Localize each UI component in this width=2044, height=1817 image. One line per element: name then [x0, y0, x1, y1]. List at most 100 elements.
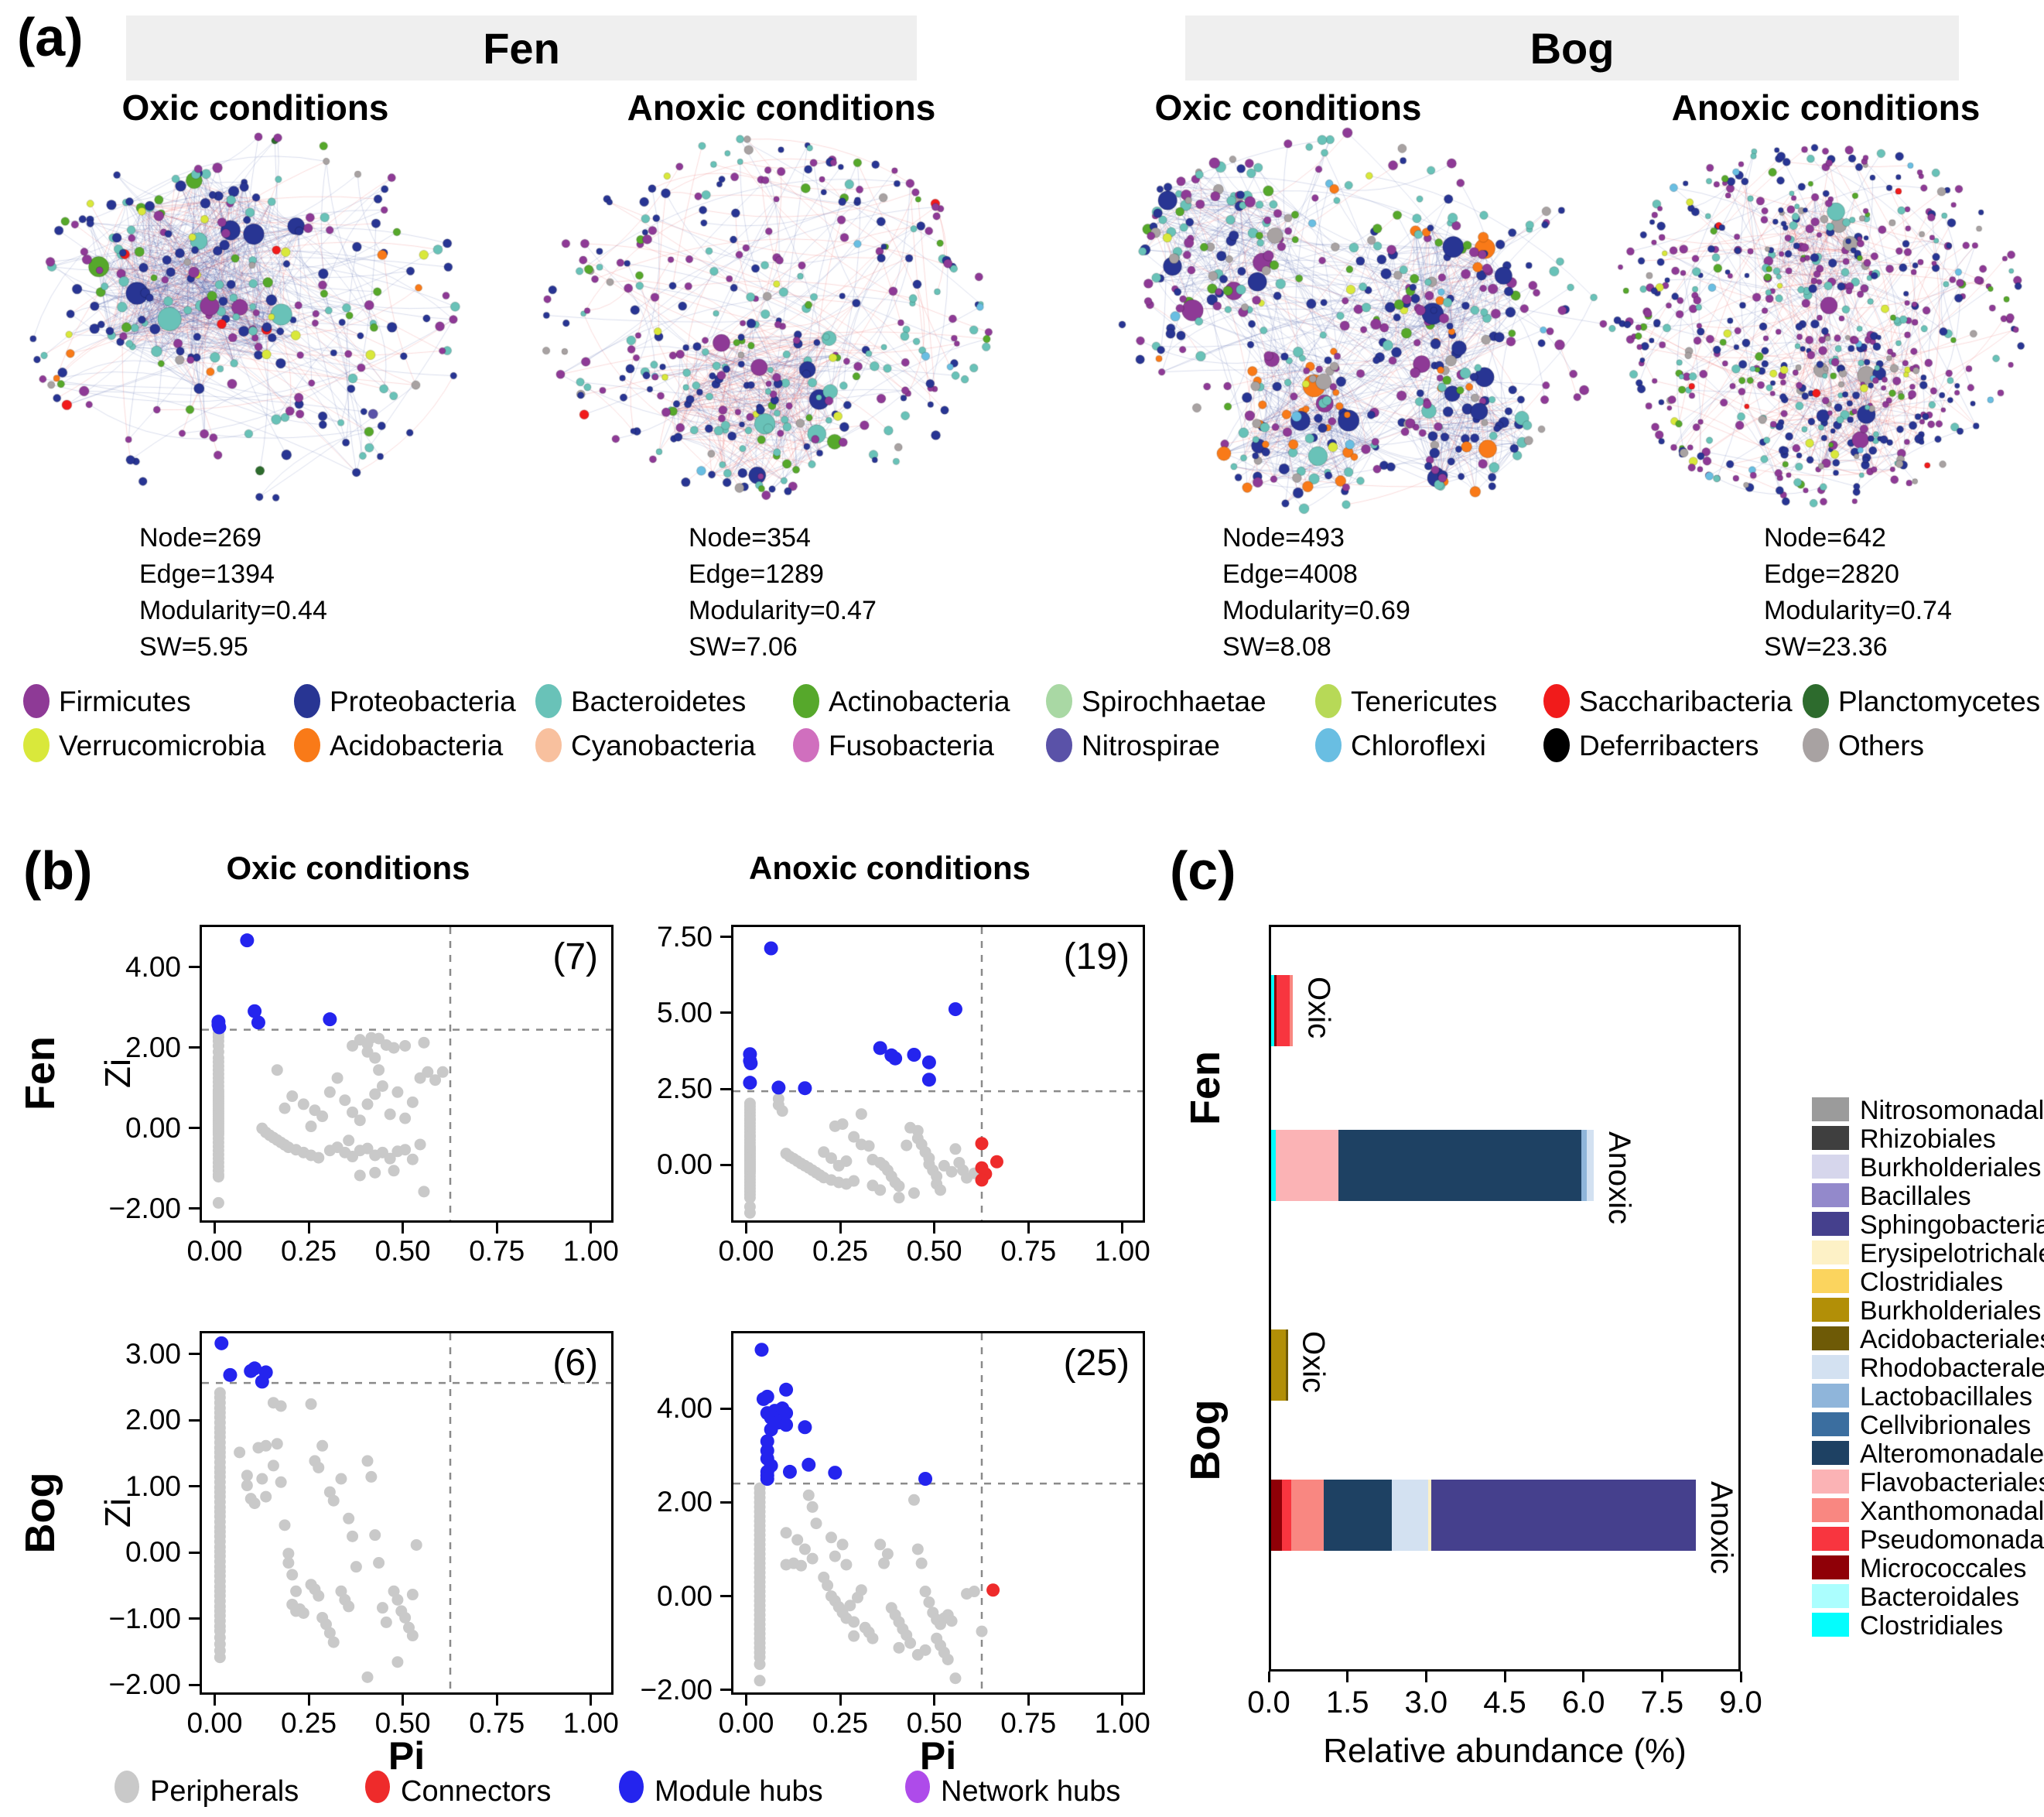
- bar-chart-frame: [1269, 925, 1741, 1672]
- connector-point: [986, 1583, 1000, 1597]
- x-tick-mark: [495, 1223, 498, 1234]
- scatter-svg: [733, 927, 1147, 1225]
- bar-segment-flavobacteriales: [1276, 1130, 1339, 1201]
- peripheral-point: [316, 1439, 329, 1452]
- legend-dot-connectors: [365, 1771, 390, 1803]
- x-tick-label: 0.75: [469, 1707, 525, 1739]
- peripheral-point: [279, 1102, 291, 1114]
- peripheral-point: [313, 1589, 325, 1602]
- x-tick-label: 1.00: [1094, 1235, 1150, 1267]
- network-stat-line: Node=354: [689, 523, 811, 553]
- bar-x-tick-mark: [1503, 1672, 1506, 1682]
- panel-a-label: (a): [17, 7, 84, 67]
- peripheral-point: [429, 1074, 442, 1086]
- x-tick-label: 0.50: [374, 1707, 431, 1739]
- module-hub-point: [255, 1374, 269, 1389]
- x-tick-mark: [933, 1223, 936, 1234]
- phylum-swatch-chloroflexi: [1315, 728, 1342, 762]
- x-tick-label: 0.50: [906, 1235, 962, 1267]
- x-tick-mark: [1027, 1695, 1030, 1706]
- bar-segment-xanthomonadales: [1290, 1480, 1324, 1551]
- y-tick-mark: [189, 966, 200, 969]
- module-hub-point: [754, 1343, 769, 1357]
- peripheral-point: [343, 1134, 355, 1147]
- peripheral-point: [422, 1066, 434, 1078]
- peripheral-point: [279, 1519, 291, 1531]
- peripheral-point: [331, 1072, 344, 1084]
- bar-condition-label-fen-oxic: Oxic: [1301, 977, 1336, 1039]
- bar-x-tick-mark: [1739, 1672, 1742, 1682]
- order-label-lactobacillales: Lactobacillales: [1860, 1382, 2033, 1412]
- network-canvas-fen-oxic: [12, 122, 485, 515]
- order-label-rhizobiales: Rhizobiales: [1860, 1124, 1996, 1154]
- order-label-clostridiales: Clostridiales: [1860, 1268, 2004, 1297]
- x-tick-label: 0.25: [281, 1707, 337, 1739]
- x-tick-mark: [590, 1223, 593, 1234]
- legend-label-module_hubs: Module hubs: [655, 1775, 823, 1808]
- phylum-swatch-tenericutes: [1315, 684, 1342, 718]
- peripheral-point: [376, 1602, 388, 1614]
- x-tick-label: 0.25: [812, 1707, 869, 1739]
- hub-count-label: (19): [1063, 936, 1130, 977]
- peripheral-point: [780, 1527, 792, 1539]
- order-label-xanthomonadales: Xanthomonadales: [1860, 1497, 2044, 1526]
- peripheral-point: [893, 1641, 905, 1654]
- y-tick-mark: [189, 1485, 200, 1488]
- network-stat-line: Node=269: [139, 523, 261, 553]
- peripheral-point: [881, 1548, 894, 1560]
- phylum-swatch-saccharibacteria: [1543, 684, 1570, 718]
- peripheral-point: [267, 1459, 279, 1472]
- peripheral-point: [327, 1636, 340, 1648]
- peripheral-point: [399, 1112, 412, 1124]
- bar-segment-clostridiales_2: [1271, 975, 1275, 1046]
- peripheral-point: [893, 1192, 905, 1204]
- legend-label-network_hubs: Network hubs: [941, 1775, 1121, 1808]
- order-swatch-acidobacteriales: [1812, 1326, 1849, 1350]
- peripheral-point: [316, 1110, 329, 1123]
- x-tick-mark: [1121, 1223, 1124, 1234]
- site-header-fen: Fen: [126, 15, 917, 80]
- module-hub-point: [743, 1076, 757, 1090]
- phylum-label-nitrospirae: Nitrospirae: [1082, 730, 1220, 761]
- order-label-rhodobacterales: Rhodobacterales: [1860, 1353, 2044, 1383]
- connector-point: [975, 1173, 989, 1187]
- peripheral-point: [863, 1140, 875, 1152]
- peripheral-point: [802, 1489, 815, 1501]
- module-hub-point: [779, 1406, 794, 1421]
- bar-fen-oxic: [1271, 975, 1294, 1046]
- module-hub-point: [743, 1056, 758, 1070]
- peripheral-point: [384, 1152, 396, 1165]
- bar-group-label-fen: Fen: [1182, 1050, 1229, 1126]
- peripheral-point: [260, 1490, 272, 1503]
- y-tick-mark: [189, 1418, 200, 1422]
- phylum-swatch-actinobacteria: [793, 684, 819, 718]
- y-tick-mark: [720, 1689, 731, 1692]
- y-tick-label: 5.00: [656, 996, 713, 1028]
- network-canvas-bog-anoxic: [1596, 124, 2039, 517]
- bar-segment-acidobacteriales: [1285, 1329, 1288, 1401]
- order-swatch-bacteroidales: [1812, 1584, 1849, 1608]
- order-label-flavobacteriales: Flavobacteriales: [1860, 1468, 2044, 1497]
- order-swatch-cellvibrionales: [1812, 1412, 1849, 1436]
- peripheral-point: [907, 1187, 920, 1199]
- scatter-svg: [733, 1333, 1147, 1697]
- peripheral-point: [305, 1398, 317, 1410]
- phylum-label-planctomycetes: Planctomycetes: [1838, 686, 2041, 717]
- network-stat-line: SW=7.06: [689, 632, 798, 662]
- y-tick-mark: [189, 1617, 200, 1620]
- peripheral-point: [384, 1108, 396, 1121]
- peripheral-point: [743, 1206, 756, 1219]
- peripheral-point: [806, 1552, 819, 1565]
- y-tick-mark: [189, 1551, 200, 1554]
- peripheral-point: [271, 1064, 283, 1076]
- module-hub-point: [223, 1367, 238, 1382]
- x-tick-mark: [307, 1223, 310, 1234]
- peripheral-point: [436, 1066, 449, 1078]
- scatter-col-title-oxic: Oxic conditions: [226, 850, 470, 886]
- peripheral-point: [297, 1607, 309, 1619]
- bar-x-tick-label: 1.5: [1325, 1685, 1369, 1719]
- peripheral-point: [290, 1585, 302, 1597]
- peripheral-point: [399, 1611, 412, 1624]
- order-label-sphingobacteriales: Sphingobacteriales: [1860, 1210, 2044, 1240]
- y-tick-label: 2.00: [125, 1031, 181, 1063]
